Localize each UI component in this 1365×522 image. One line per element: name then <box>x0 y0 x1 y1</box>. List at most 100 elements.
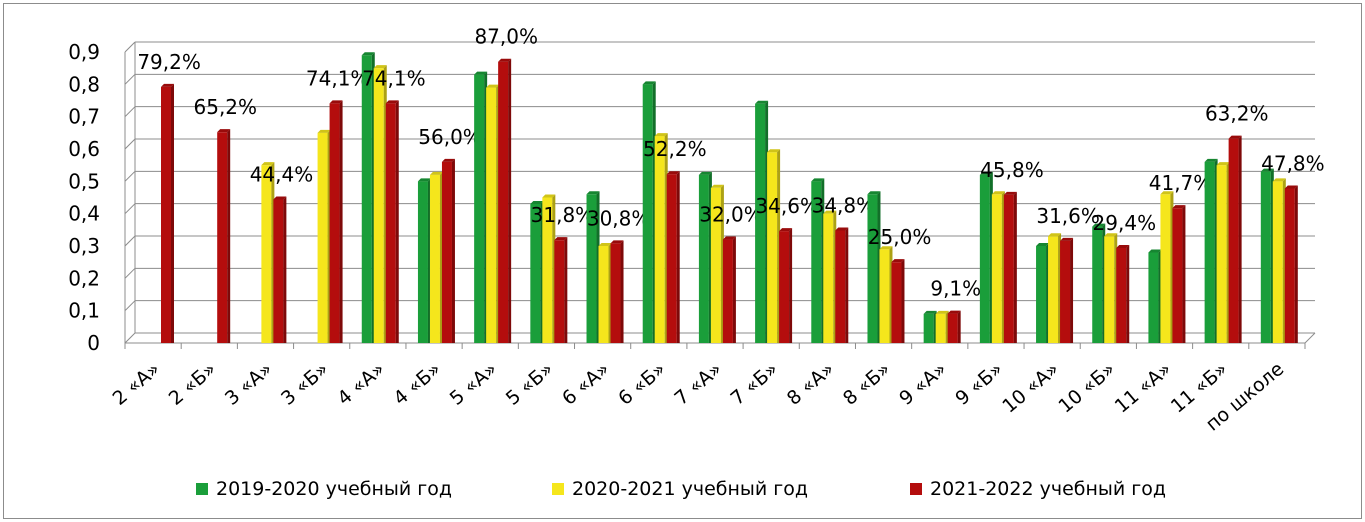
bar-3 <box>1228 138 1239 343</box>
bar-top-1 <box>586 191 600 195</box>
bar-3 <box>441 161 452 343</box>
bar-top-1 <box>530 200 544 204</box>
data-label: 87,0% <box>474 25 538 49</box>
bar-top-1 <box>1092 223 1106 227</box>
bar-top-3 <box>947 310 961 314</box>
bar-top-3 <box>1060 237 1074 241</box>
bar-side-3 <box>1238 135 1242 343</box>
bar-top-2 <box>879 246 893 250</box>
bar-3 <box>666 174 677 343</box>
x-category-label: 10 «А» <box>998 358 1063 418</box>
bar-top-2 <box>429 171 443 175</box>
gridline-depth <box>124 41 136 53</box>
bar-2 <box>991 194 1002 343</box>
bar-top-2 <box>1160 191 1174 195</box>
data-label: 31,8% <box>531 203 595 227</box>
data-label: 56,0% <box>418 125 482 149</box>
data-label: 65,2% <box>194 95 258 119</box>
bar-top-3 <box>385 100 399 104</box>
bar-side-3 <box>1182 205 1186 343</box>
bar-3 <box>554 240 565 343</box>
bar-side-3 <box>564 237 568 343</box>
bar-top-1 <box>755 100 769 104</box>
bar-3 <box>1060 240 1071 343</box>
bar-side-3 <box>339 100 343 343</box>
x-category-label: 6 «А» <box>558 358 614 410</box>
bar-top-3 <box>498 58 512 62</box>
bar-1 <box>811 181 822 343</box>
bar-top-2 <box>598 243 612 246</box>
bar-top-1 <box>811 178 825 182</box>
bar-1 <box>1092 226 1103 343</box>
bar-2 <box>823 213 834 343</box>
data-label: 79,2% <box>137 50 201 74</box>
bar-1 <box>1260 171 1271 343</box>
bar-top-3 <box>1284 185 1298 189</box>
legend-swatch-red <box>910 483 922 495</box>
bar-3 <box>329 103 340 343</box>
bar-2 <box>1216 165 1227 343</box>
bar-side-3 <box>451 158 455 343</box>
bar-top-2 <box>373 65 387 69</box>
bar-top-1 <box>1036 243 1050 246</box>
bar-top-3 <box>217 129 231 133</box>
bar-top-3 <box>1003 191 1017 195</box>
bar-top-3 <box>161 83 174 87</box>
data-label: 29,4% <box>1093 211 1157 235</box>
bar-top-2 <box>767 149 781 153</box>
x-category-label: 4 «Б» <box>389 358 445 410</box>
bar-top-2 <box>1272 178 1286 182</box>
x-category-label: 3 «Б» <box>277 358 333 410</box>
bar-2 <box>1104 236 1115 343</box>
bar-side-3 <box>845 227 849 343</box>
bar-top-3 <box>1116 244 1130 248</box>
x-category-label: 7 «Б» <box>727 358 783 410</box>
x-category-label: 10 «Б» <box>1054 358 1119 418</box>
bar-2 <box>317 132 328 343</box>
legend-item-2021-2022: 2021-2022 учебный год <box>910 478 1166 500</box>
bar-top-1 <box>361 52 375 56</box>
bar-2 <box>879 249 890 343</box>
bar-2 <box>542 197 553 343</box>
bar-1 <box>586 194 597 343</box>
bar-3 <box>835 230 846 343</box>
bar-top-2 <box>991 191 1005 195</box>
bar-side-3 <box>789 228 793 343</box>
bar-1 <box>923 313 934 343</box>
bar-1 <box>1148 252 1159 343</box>
x-category-label: 11 «А» <box>1111 358 1176 418</box>
y-tick-label: 0,6 <box>68 137 100 161</box>
bar-top-3 <box>610 240 624 244</box>
bar-side-3 <box>1294 185 1298 343</box>
bar-2 <box>654 136 665 343</box>
bar-3 <box>610 243 621 343</box>
y-tick-label: 0,3 <box>68 234 100 258</box>
bar-2 <box>261 165 272 343</box>
bar-3 <box>891 262 902 343</box>
data-label: 63,2% <box>1205 102 1269 126</box>
bar-3 <box>273 199 284 343</box>
bar-top-1 <box>1148 249 1162 253</box>
bar-2 <box>1160 194 1171 343</box>
bar-side-3 <box>732 236 736 343</box>
bar-3 <box>1172 208 1183 343</box>
bar-side-3 <box>676 171 680 343</box>
bar-3 <box>217 132 228 343</box>
data-label: 9,1% <box>930 277 981 301</box>
gridline-depth <box>124 300 136 312</box>
legend-item-2020-2021: 2020-2021 учебный год <box>552 478 808 500</box>
data-label: 47,8% <box>1261 151 1325 175</box>
bar-top-2 <box>542 194 556 198</box>
gridline-depth <box>124 138 136 150</box>
bar-3 <box>161 86 171 344</box>
x-category-label: 7 «А» <box>670 358 726 410</box>
bar-1 <box>417 181 428 343</box>
y-tick-label: 0,1 <box>68 299 100 323</box>
bar-top-3 <box>1228 135 1242 139</box>
bar-side-3 <box>620 240 624 343</box>
bar-top-2 <box>261 162 275 166</box>
bar-1 <box>755 103 766 343</box>
bar-top-2 <box>317 129 331 133</box>
y-tick-label: 0 <box>87 331 100 355</box>
data-label: 74,1% <box>362 66 426 90</box>
